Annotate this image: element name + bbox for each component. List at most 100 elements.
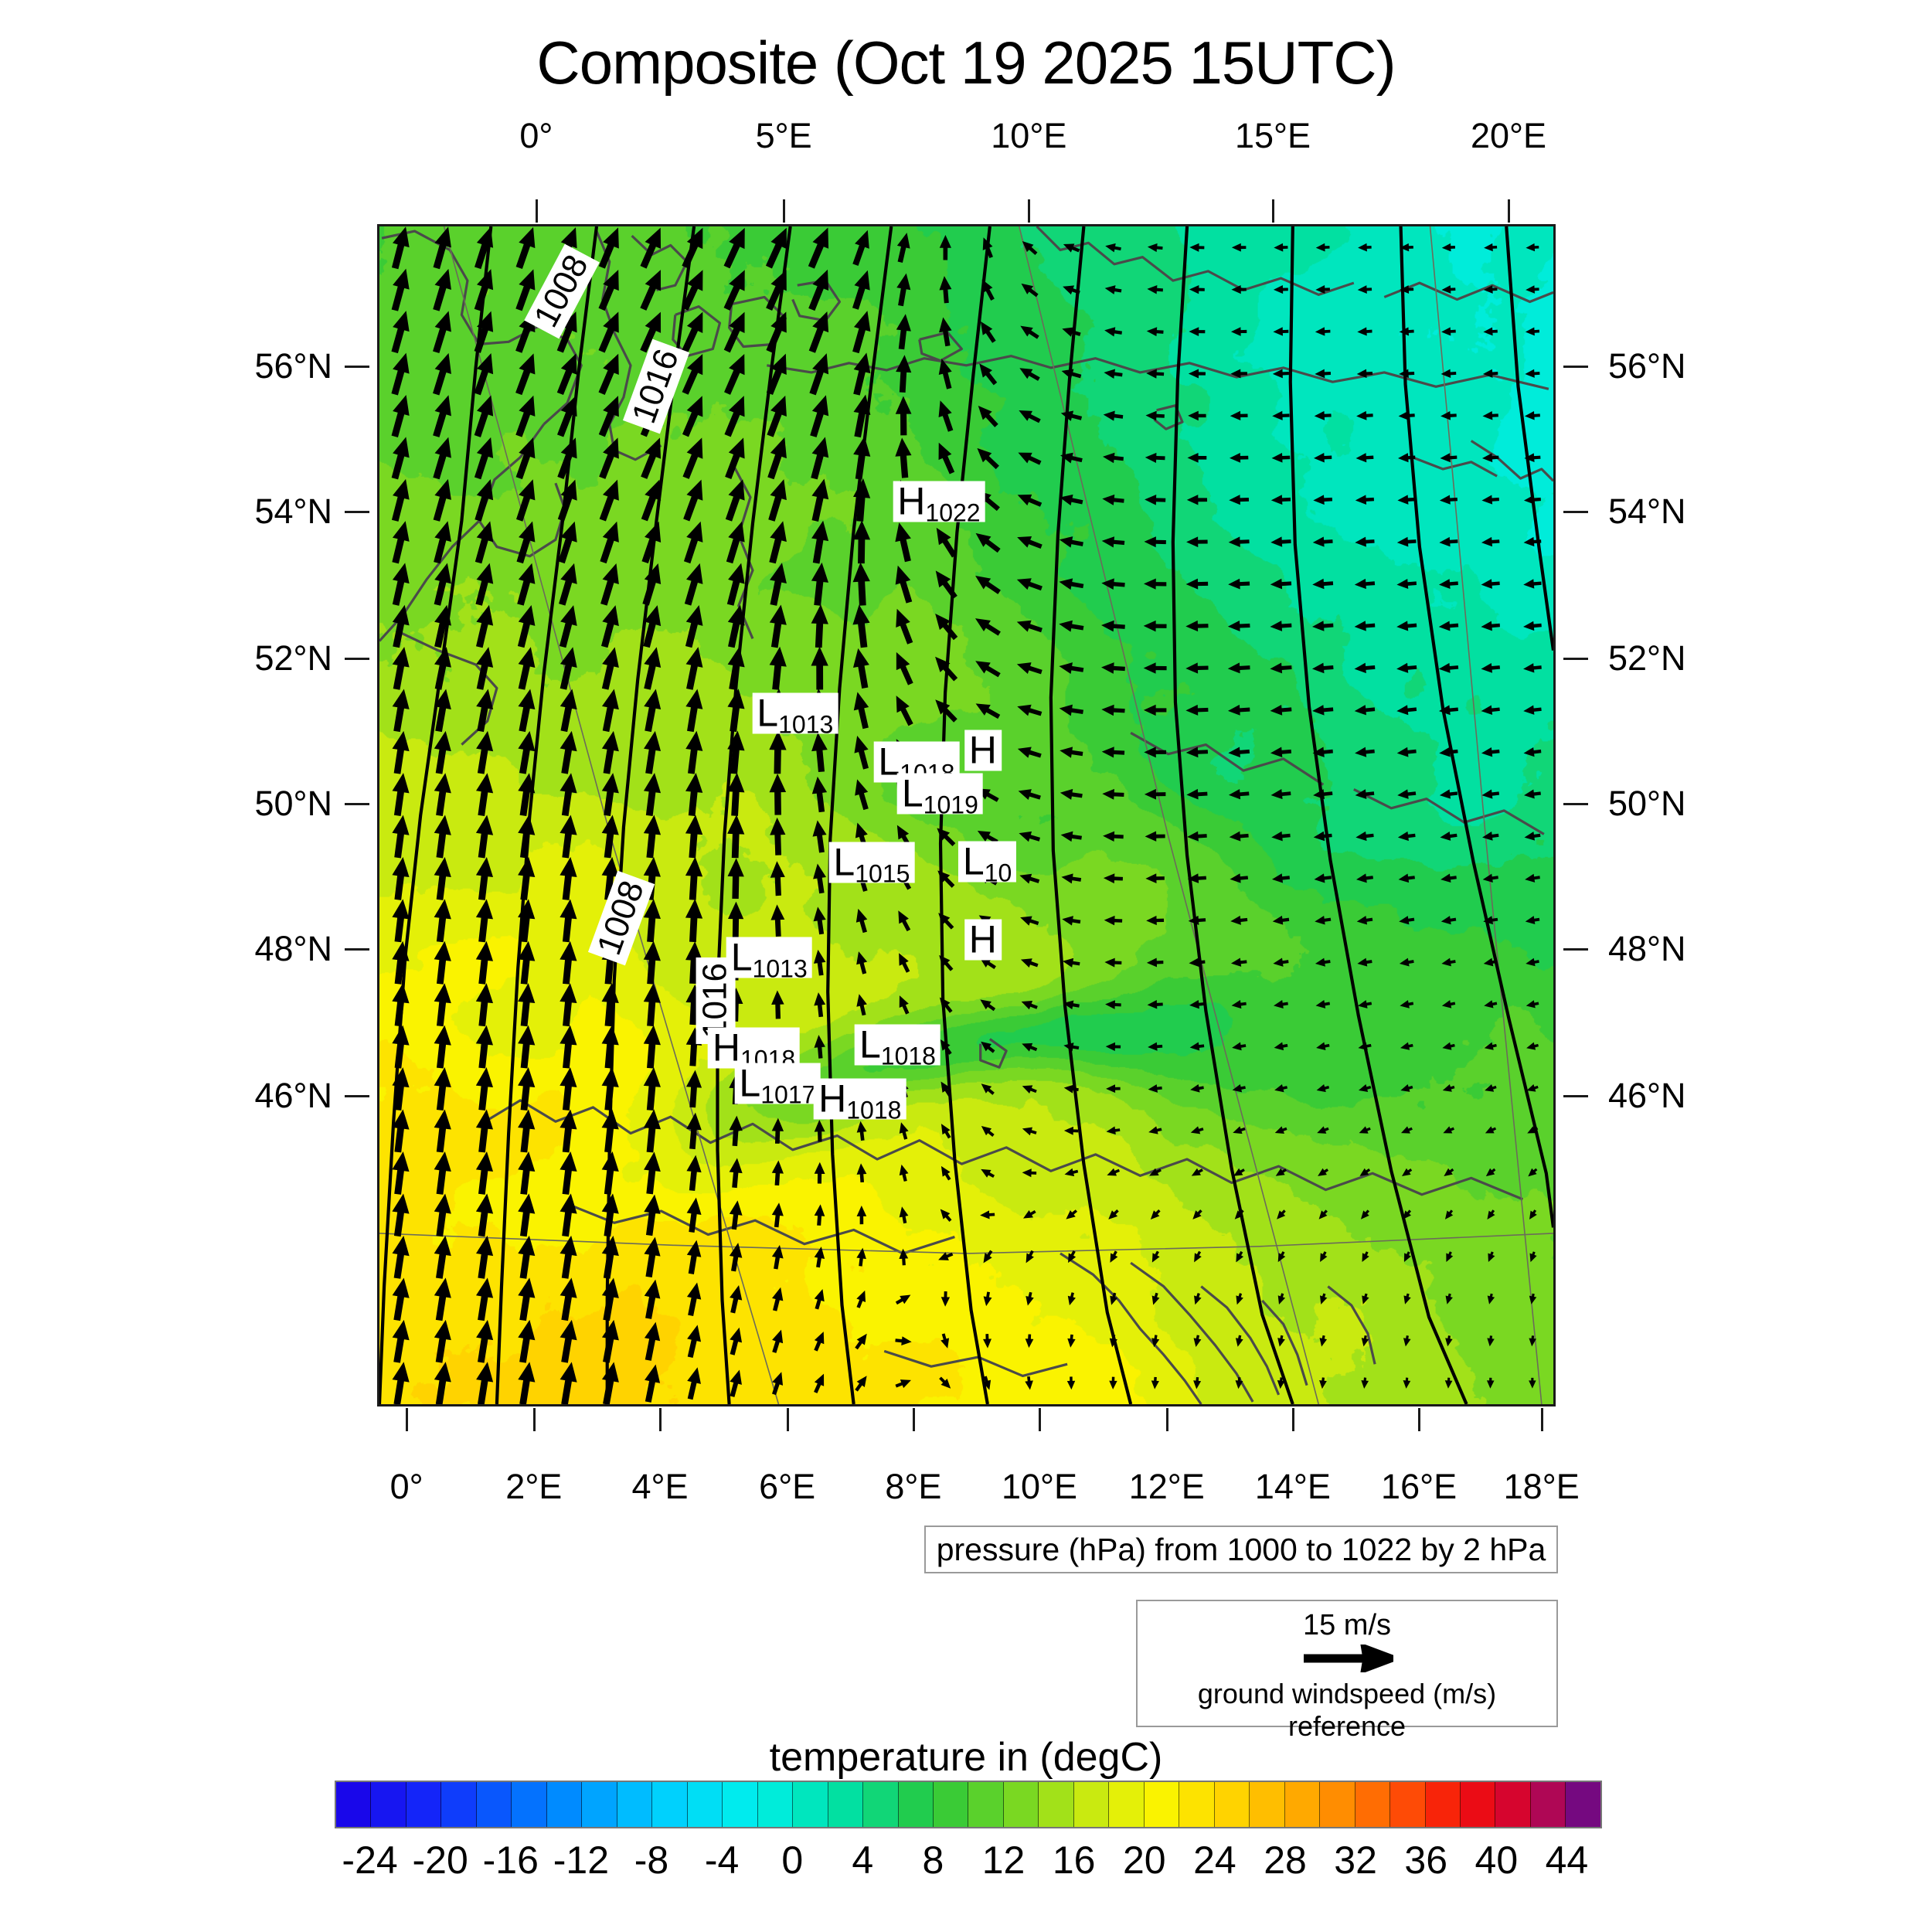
wind-vector-arrow [1189, 243, 1205, 252]
wind-vector-arrow [598, 269, 619, 311]
wind-vector-arrow [1319, 1293, 1328, 1304]
top-axis-label-3: 15°E [1234, 116, 1311, 155]
wind-vector-arrow [601, 1193, 619, 1237]
wind-vector-arrow [1194, 1292, 1202, 1305]
wind-vector-arrow [1357, 285, 1372, 294]
wind-vector-arrow [1312, 536, 1333, 547]
pressure-centre-kind: L [833, 840, 855, 884]
wind-vector-arrow [1275, 1168, 1287, 1176]
wind-vector-arrow [598, 227, 619, 269]
wind-vector-arrow [1444, 1168, 1454, 1177]
wind-vector-arrow [771, 1245, 784, 1270]
wind-vector-arrow [685, 856, 703, 900]
wind-vector-arrow [642, 563, 662, 606]
bottom-axis-tick-6 [1165, 1408, 1168, 1431]
top-axis-tick-4 [1508, 199, 1510, 223]
wind-vector-arrow [560, 773, 577, 816]
left-axis-label-2: 52°N [254, 638, 332, 678]
wind-vector-arrow [476, 689, 494, 733]
wind-vector-arrow [1439, 536, 1458, 547]
wind-vector-arrow [1063, 1084, 1079, 1094]
wind-vector-arrow [559, 605, 577, 648]
temperature-colorbar[interactable] [335, 1781, 1602, 1828]
wind-vector-arrow [600, 605, 619, 648]
wind-vector-arrow [601, 1109, 619, 1153]
wind-vector-arrow [767, 437, 787, 480]
wind-vector-arrow [476, 1362, 494, 1404]
colorbar-swatch [371, 1782, 406, 1827]
wind-vector-arrow [392, 1151, 410, 1195]
wind-vector-arrow [1270, 495, 1291, 505]
colorbar-swatch [1390, 1782, 1426, 1827]
wind-vector-arrow [560, 730, 577, 774]
wind-vector-arrow [1360, 1209, 1370, 1219]
wind-vector-arrow [685, 647, 703, 690]
wind-vector-arrow [813, 949, 826, 976]
wind-vector-arrow [392, 899, 410, 943]
wind-vector-arrow [855, 1376, 867, 1392]
wind-vector-arrow [1397, 789, 1417, 799]
wind-vector-arrow [1062, 327, 1081, 337]
wind-vector-arrow [1315, 369, 1332, 379]
wind-vector-arrow [1400, 1084, 1413, 1092]
wind-vector-arrow [729, 1115, 743, 1147]
wind-vector-arrow [1017, 704, 1043, 716]
wind-vector-arrow [434, 983, 451, 1027]
wind-vector-arrow [1441, 327, 1456, 336]
wind-vector-arrow [601, 1151, 619, 1195]
pressure-centre-high-marker: H [964, 730, 1002, 771]
wind-vector-arrow [1443, 1126, 1455, 1134]
wind-vector-arrow [1194, 1250, 1202, 1263]
wind-vector-arrow [1359, 1126, 1371, 1134]
wind-vector-arrow [1487, 1209, 1495, 1219]
wind-vector-arrow [896, 651, 913, 685]
wind-vector-arrow [1189, 285, 1205, 294]
wind-vector-arrow [1274, 1084, 1288, 1093]
wind-vector-arrow [1227, 620, 1250, 632]
wind-vector-arrow [434, 730, 451, 774]
wind-vector-arrow [474, 395, 494, 437]
wind-vector-arrow [1398, 410, 1415, 420]
wind-vector-arrow [1484, 243, 1498, 252]
wind-vector-arrow [1274, 1000, 1288, 1009]
wind-vector-arrow [1485, 1126, 1497, 1134]
wind-vector-arrow [813, 863, 827, 894]
wind-vector-arrow [560, 689, 577, 733]
wind-vector-arrow [1525, 369, 1540, 378]
wind-vector-arrow [939, 276, 952, 304]
wind-vector-arrow [1271, 453, 1291, 463]
wind-vector-arrow [811, 733, 828, 773]
wind-vector-arrow [811, 604, 828, 648]
colorbar-swatch [793, 1782, 828, 1827]
wind-vector-arrow [434, 899, 451, 943]
bottom-axis-tick-5 [1039, 1408, 1042, 1431]
pressure-centre-value: 1018 [846, 1096, 902, 1124]
wind-vector-arrow [939, 997, 953, 1013]
wind-vector-arrow [475, 1193, 494, 1237]
wind-vector-arrow [730, 1369, 742, 1397]
wind-vector-arrow [433, 226, 451, 270]
colorbar-tick-label: 32 [1334, 1838, 1377, 1882]
wind-vector-arrow [1148, 1042, 1163, 1051]
wind-vector-arrow [723, 270, 745, 311]
wind-vector-arrow [938, 359, 952, 389]
wind-vector-arrow [476, 1235, 494, 1279]
wind-vector-arrow [1101, 662, 1125, 674]
wind-vector-arrow [560, 1151, 577, 1195]
wind-vector-arrow [728, 901, 744, 940]
wind-vector-arrow [1108, 1209, 1119, 1219]
wind-vector-arrow [643, 899, 661, 943]
wind-vector-arrow [1147, 1000, 1163, 1009]
wind-vector-arrow [1442, 1084, 1455, 1092]
wind-vector-arrow [1440, 916, 1457, 925]
wind-vector-arrow [1016, 620, 1043, 633]
map-plot-area[interactable]: 1008101610081016H1022L1013L1018L1019HL10… [377, 224, 1556, 1406]
wind-vector-arrow [1018, 452, 1042, 465]
left-axis-label-5: 46°N [254, 1075, 332, 1115]
colorbar-swatch [1144, 1782, 1180, 1827]
wind-vector-arrow [434, 1277, 451, 1321]
wind-vector-arrow [433, 395, 451, 437]
wind-vector-arrow [474, 521, 494, 564]
wind-vector-arrow [1361, 1377, 1369, 1389]
colorbar-swatch [1425, 1782, 1461, 1827]
